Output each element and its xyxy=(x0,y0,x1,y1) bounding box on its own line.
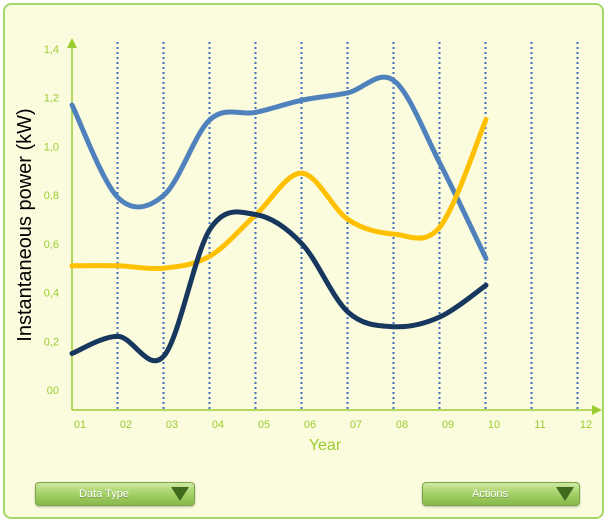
x-tick-label: 02 xyxy=(120,419,132,431)
x-axis-title: Year xyxy=(309,437,342,454)
data-type-label: Data Type xyxy=(79,488,129,500)
triangle-down-icon xyxy=(171,487,189,501)
x-tick-label: 03 xyxy=(166,419,178,431)
series-line-3 xyxy=(69,209,489,364)
y-tick-label: 1,0 xyxy=(44,141,59,153)
y-tick-label: 0,2 xyxy=(44,336,59,348)
x-tick-label: 07 xyxy=(350,419,362,431)
x-tick-label: 10 xyxy=(488,419,500,431)
x-tick-label: 05 xyxy=(258,419,270,431)
chart-panel xyxy=(3,3,604,519)
y-axis-title: Instantaneous power (kW) xyxy=(14,108,36,341)
y-tick-label: 1,4 xyxy=(44,44,59,56)
x-tick-label: 08 xyxy=(396,419,408,431)
data-type-dropdown[interactable]: Data Type xyxy=(35,482,195,506)
series-line-1 xyxy=(69,74,489,261)
y-tick-label: 00 xyxy=(47,385,59,397)
x-tick-label: 12 xyxy=(580,419,592,431)
x-tick-label: 01 xyxy=(74,419,86,431)
y-tick-label: 0,4 xyxy=(44,288,59,300)
triangle-down-icon xyxy=(556,487,574,501)
actions-dropdown[interactable]: Actions xyxy=(422,482,580,506)
x-tick-label: 11 xyxy=(534,419,545,431)
x-tick-label: 09 xyxy=(442,419,454,431)
series-line-2 xyxy=(69,117,489,272)
actions-label: Actions xyxy=(471,488,509,500)
x-tick-label: 04 xyxy=(212,419,224,431)
y-tick-label: 0,6 xyxy=(44,239,59,251)
y-tick-label: 1,2 xyxy=(44,93,59,105)
y-tick-label: 0,8 xyxy=(44,190,59,202)
x-tick-label: 06 xyxy=(304,419,316,431)
